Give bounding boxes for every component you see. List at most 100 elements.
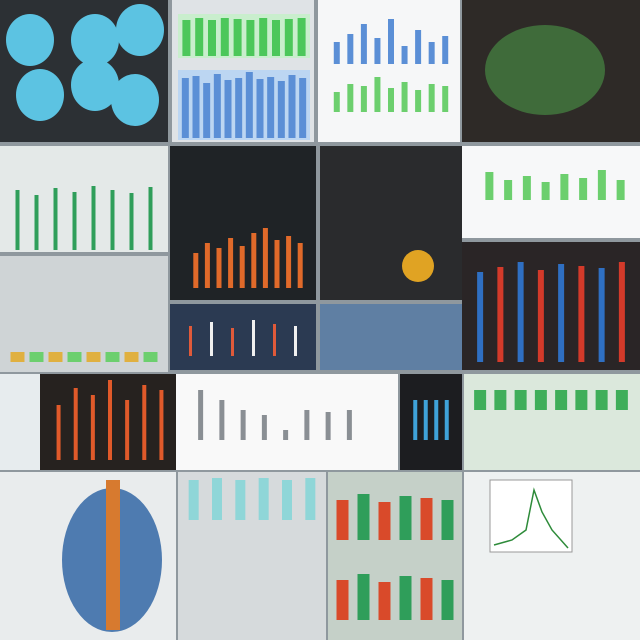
decor-bar bbox=[233, 19, 242, 56]
decor-bar bbox=[56, 405, 61, 460]
decor-bar bbox=[428, 84, 435, 112]
decor-bar bbox=[420, 578, 433, 620]
decor-bar bbox=[86, 352, 101, 362]
tile-blue-grey bbox=[320, 304, 462, 370]
decor-bar bbox=[474, 390, 487, 410]
decor-bar bbox=[388, 88, 394, 112]
blob bbox=[6, 14, 54, 66]
decor-bar bbox=[15, 190, 20, 250]
decor-bar bbox=[297, 18, 306, 56]
decor-bar bbox=[143, 352, 158, 362]
anatomy-spine bbox=[106, 480, 120, 630]
panel bbox=[178, 70, 310, 140]
decor-bar bbox=[256, 79, 264, 138]
decor-bar bbox=[378, 502, 391, 540]
decor-bar bbox=[142, 385, 147, 460]
decor-bar bbox=[336, 580, 349, 620]
decor-bar bbox=[235, 480, 246, 520]
decor-bar bbox=[246, 20, 255, 56]
decor-bar bbox=[333, 42, 340, 64]
decor-bar bbox=[514, 390, 527, 410]
decor-bar bbox=[399, 576, 412, 620]
decor-bar bbox=[597, 170, 606, 200]
decor-bar bbox=[48, 352, 63, 362]
decor-bar bbox=[485, 172, 494, 200]
decor-bar bbox=[357, 494, 370, 540]
blob bbox=[111, 74, 159, 126]
tile-green-red bbox=[328, 472, 462, 640]
decor-bar bbox=[108, 380, 112, 460]
decor-bar bbox=[579, 178, 588, 200]
decor-bar bbox=[428, 42, 435, 64]
decor-bar bbox=[333, 92, 340, 112]
decor-bar bbox=[413, 400, 418, 440]
decor-bar bbox=[239, 246, 245, 288]
decor-bar bbox=[105, 352, 120, 362]
decor-bar bbox=[181, 78, 189, 138]
glow bbox=[402, 250, 434, 282]
decor-bar bbox=[294, 326, 297, 356]
tile-green-bars bbox=[0, 146, 168, 252]
decor-bar bbox=[29, 352, 44, 362]
decor-bar bbox=[444, 400, 449, 440]
decor-bar bbox=[522, 176, 531, 200]
decor-bar bbox=[347, 34, 354, 64]
decor-bar bbox=[374, 38, 381, 64]
decor-bar bbox=[189, 326, 192, 356]
tile-teal bbox=[178, 472, 326, 640]
decor-bar bbox=[325, 412, 331, 440]
decor-bar bbox=[90, 395, 95, 460]
decor-bar bbox=[259, 18, 268, 56]
decor-bar bbox=[286, 236, 292, 288]
decor-bar bbox=[357, 574, 370, 620]
decor-bar bbox=[575, 390, 588, 410]
decor-bar bbox=[159, 390, 164, 460]
tile-dark-blue bbox=[400, 374, 462, 470]
decor-bar bbox=[110, 190, 115, 250]
decor-bar bbox=[374, 77, 381, 112]
decor-bar bbox=[517, 262, 524, 362]
decor-bar bbox=[252, 320, 255, 356]
decor-bar bbox=[210, 322, 213, 356]
tile-dark-glow bbox=[320, 146, 462, 300]
decor-bar bbox=[124, 352, 139, 362]
decor-bar bbox=[219, 400, 225, 440]
decor-bar bbox=[284, 19, 293, 56]
decor-bar bbox=[441, 500, 454, 540]
decor-bar bbox=[618, 262, 625, 362]
tile-red-blue bbox=[462, 242, 640, 370]
decor-bar bbox=[67, 352, 82, 362]
decor-bar bbox=[220, 18, 229, 56]
blob bbox=[116, 4, 164, 56]
decor-bar bbox=[434, 400, 439, 440]
tile-grey-bars bbox=[176, 374, 398, 470]
decor-bar bbox=[204, 243, 210, 288]
decor-bar bbox=[297, 243, 303, 288]
decor-bar bbox=[192, 76, 200, 138]
line bbox=[493, 487, 569, 549]
decor-bar bbox=[560, 174, 569, 200]
decor-bar bbox=[125, 400, 130, 460]
decor-bar bbox=[262, 228, 268, 288]
decor-bar bbox=[258, 478, 269, 520]
decor-bar bbox=[378, 582, 391, 620]
decor-bar bbox=[420, 498, 433, 540]
decor-bar bbox=[251, 233, 257, 288]
decor-bar bbox=[129, 193, 134, 250]
decor-bar bbox=[193, 253, 199, 288]
tile-green-table bbox=[464, 374, 640, 470]
tile-table bbox=[0, 256, 168, 372]
decor-bar bbox=[541, 182, 550, 200]
decor-bar bbox=[267, 77, 275, 138]
decor-bar bbox=[91, 186, 96, 250]
decor-bar bbox=[273, 324, 276, 356]
decor-bar bbox=[235, 78, 243, 138]
decor-bar bbox=[212, 478, 222, 520]
decor-bar bbox=[442, 86, 449, 112]
decor-bar bbox=[441, 580, 454, 620]
decor-bar bbox=[497, 267, 504, 362]
decor-bar bbox=[213, 74, 221, 138]
decor-bar bbox=[208, 20, 216, 56]
